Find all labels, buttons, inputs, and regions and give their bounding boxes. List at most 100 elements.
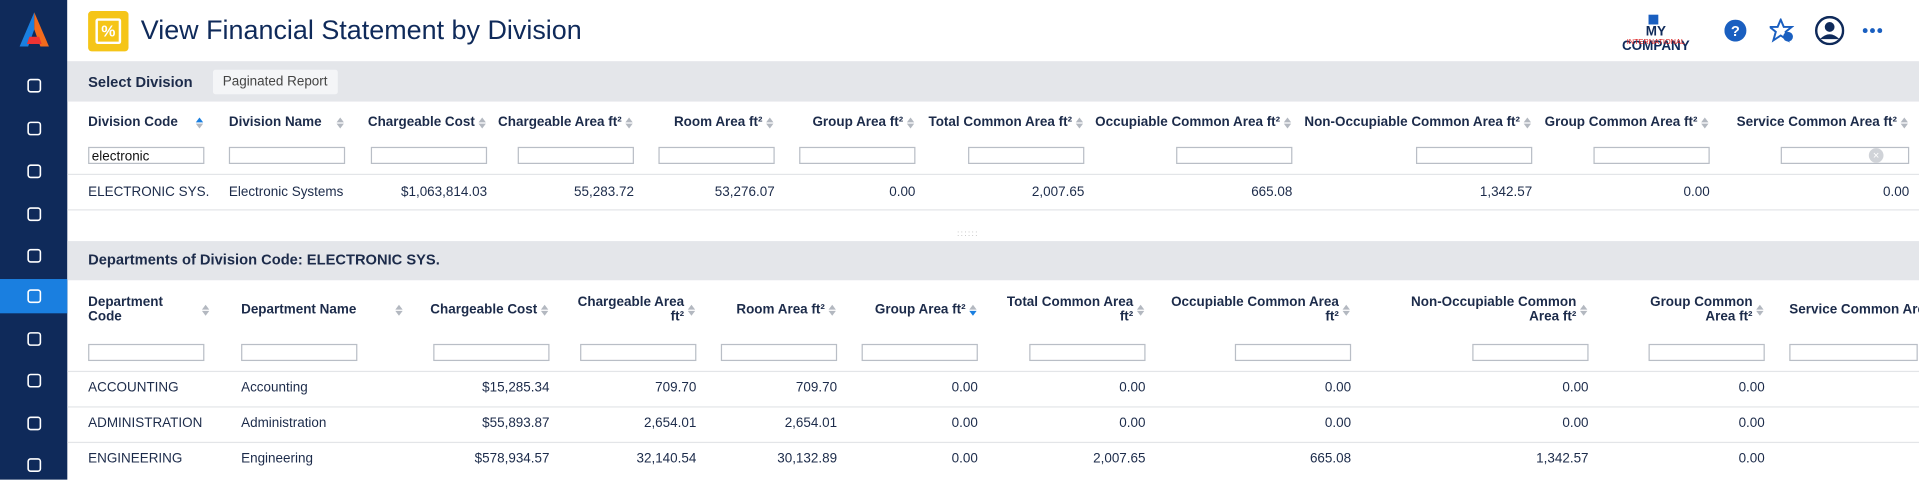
table-cell: 32,140.54 [636, 451, 697, 467]
column-header[interactable]: Group Area ft² [843, 291, 978, 328]
table-cell: 709.70 [655, 380, 697, 396]
table-cell: 53,276.07 [714, 184, 775, 200]
nav-item[interactable] [0, 363, 67, 397]
filter-input[interactable] [1648, 343, 1765, 362]
column-header[interactable]: Chargeable Area ft² [493, 113, 634, 133]
filter-input[interactable] [433, 343, 550, 362]
tab[interactable]: Paginated Report [212, 69, 338, 95]
filter-input[interactable] [1234, 343, 1352, 362]
page-title: View Financial Statement by Division [140, 14, 582, 46]
filter-input[interactable] [1780, 146, 1910, 164]
company-mark [1648, 14, 1659, 25]
department-toolbar [67, 241, 1919, 281]
column-header[interactable]: Occupiable Common Area ft² [1152, 291, 1351, 328]
filter-input[interactable] [228, 146, 346, 164]
company-name: MY COMPANY [1621, 24, 1690, 54]
table-cell: 665.08 [1251, 184, 1293, 200]
help-button[interactable]: ? [1724, 19, 1747, 42]
filter-input[interactable] [580, 343, 697, 362]
table-cell: 0.00 [1562, 416, 1589, 431]
tab-active[interactable]: Select Division [88, 73, 193, 91]
table-cell: 2,654.01 [784, 416, 838, 431]
column-header[interactable]: Department Name [241, 291, 404, 328]
filter-input[interactable] [968, 146, 1085, 164]
filter-input[interactable] [1472, 343, 1589, 362]
column-header[interactable]: Non-Occupiable Common Area ft² [1299, 113, 1533, 133]
company-sub: INTERNATIONAL [1626, 39, 1685, 47]
table-cell: Engineering [241, 451, 313, 467]
nav-item[interactable] [0, 111, 67, 145]
column-header[interactable]: Room Area ft² [702, 291, 837, 328]
column-header[interactable]: Group Area ft² [781, 113, 916, 133]
table-cell: 0.00 [1683, 184, 1710, 200]
table-cell: 0.00 [1738, 416, 1765, 431]
table-cell: Accounting [241, 380, 308, 396]
header-text: Division Code [88, 115, 178, 130]
table-cell: ELECTRONIC SYS. [88, 184, 210, 200]
filter-input[interactable] [1029, 343, 1146, 362]
filter-input[interactable] [1415, 146, 1533, 164]
header-text: Department Code [88, 294, 163, 325]
column-header[interactable]: Department Code [88, 291, 210, 328]
filter-input[interactable] [1593, 146, 1710, 164]
top-header [67, 0, 1919, 62]
column-header[interactable]: Division Name [229, 113, 345, 133]
table-cell: 2,007.65 [1093, 451, 1146, 467]
column-header[interactable]: Group Common Area ft² [1538, 113, 1709, 133]
nav-item[interactable] [0, 448, 67, 480]
column-header[interactable]: Occupiable Common Area ft² [1090, 113, 1292, 133]
nav-item[interactable] [0, 322, 67, 356]
user-avatar[interactable] [1814, 15, 1845, 46]
header-text: Chargeable Area ft² [577, 294, 685, 325]
nav-item[interactable] [0, 239, 67, 273]
filter-input[interactable] [1176, 146, 1293, 164]
column-header[interactable]: Chargeable Cost [351, 113, 487, 133]
header-text: Total Common Area ft² [928, 115, 1073, 130]
header-text: Occupiable Common Area ft² [1095, 115, 1281, 130]
filter-input[interactable] [88, 343, 205, 362]
header-text: Chargeable Cost [430, 302, 538, 317]
table-cell: 0.00 [1119, 380, 1146, 396]
nav-item[interactable] [0, 69, 67, 103]
filter-input[interactable] [799, 146, 916, 164]
filter-input[interactable] [517, 146, 634, 164]
column-header[interactable]: Group Common Area ft² [1595, 291, 1765, 328]
nav-item[interactable] [0, 406, 67, 440]
header-text: Service Common Area ft² [1789, 302, 1919, 317]
column-header[interactable]: Total Common Area ft² [984, 291, 1146, 328]
filter-input[interactable]: electronic [88, 146, 205, 164]
table-cell: Electronic Systems [228, 184, 344, 200]
more-button[interactable] [1862, 27, 1883, 34]
section-title: Departments of Division Code: ELECTRONIC… [88, 250, 440, 269]
table-cell: ACCOUNTING [88, 380, 179, 396]
filter-input[interactable] [241, 343, 358, 362]
filter-input[interactable] [720, 343, 838, 362]
filter-input[interactable] [370, 146, 488, 164]
row-divider [67, 173, 1919, 176]
table-cell: 0.00 [1324, 380, 1352, 396]
filter-input[interactable] [658, 146, 775, 164]
table-cell: 1,342.57 [1479, 184, 1533, 200]
column-header[interactable]: Service Common Area ft² [1716, 113, 1909, 133]
column-header[interactable]: Service Common Area ft² [1789, 291, 1919, 328]
table-cell: 0.00 [1562, 380, 1589, 396]
table-cell: $55,893.87 [482, 416, 550, 431]
header-text: Room Area ft² [673, 115, 763, 130]
column-header[interactable]: Non-Occupiable Common Area ft² [1357, 291, 1588, 328]
app-logo [19, 12, 49, 47]
nav-item[interactable] [0, 154, 67, 188]
filter-input[interactable] [861, 343, 978, 362]
favorite-button[interactable] [1769, 18, 1795, 43]
splitter[interactable]: :::::: [957, 230, 979, 239]
column-header[interactable]: Chargeable Cost [410, 291, 550, 328]
table-cell: Administration [241, 416, 327, 431]
filter-input[interactable] [1789, 343, 1918, 362]
column-header[interactable]: Room Area ft² [640, 113, 775, 133]
column-header[interactable]: Total Common Area ft² [922, 113, 1085, 133]
header-text: Chargeable Area ft² [498, 115, 622, 130]
column-header[interactable]: Chargeable Area ft² [556, 291, 697, 328]
column-header[interactable]: Division Code [88, 113, 204, 133]
nav-item[interactable] [0, 279, 68, 314]
nav-item[interactable] [0, 197, 67, 231]
